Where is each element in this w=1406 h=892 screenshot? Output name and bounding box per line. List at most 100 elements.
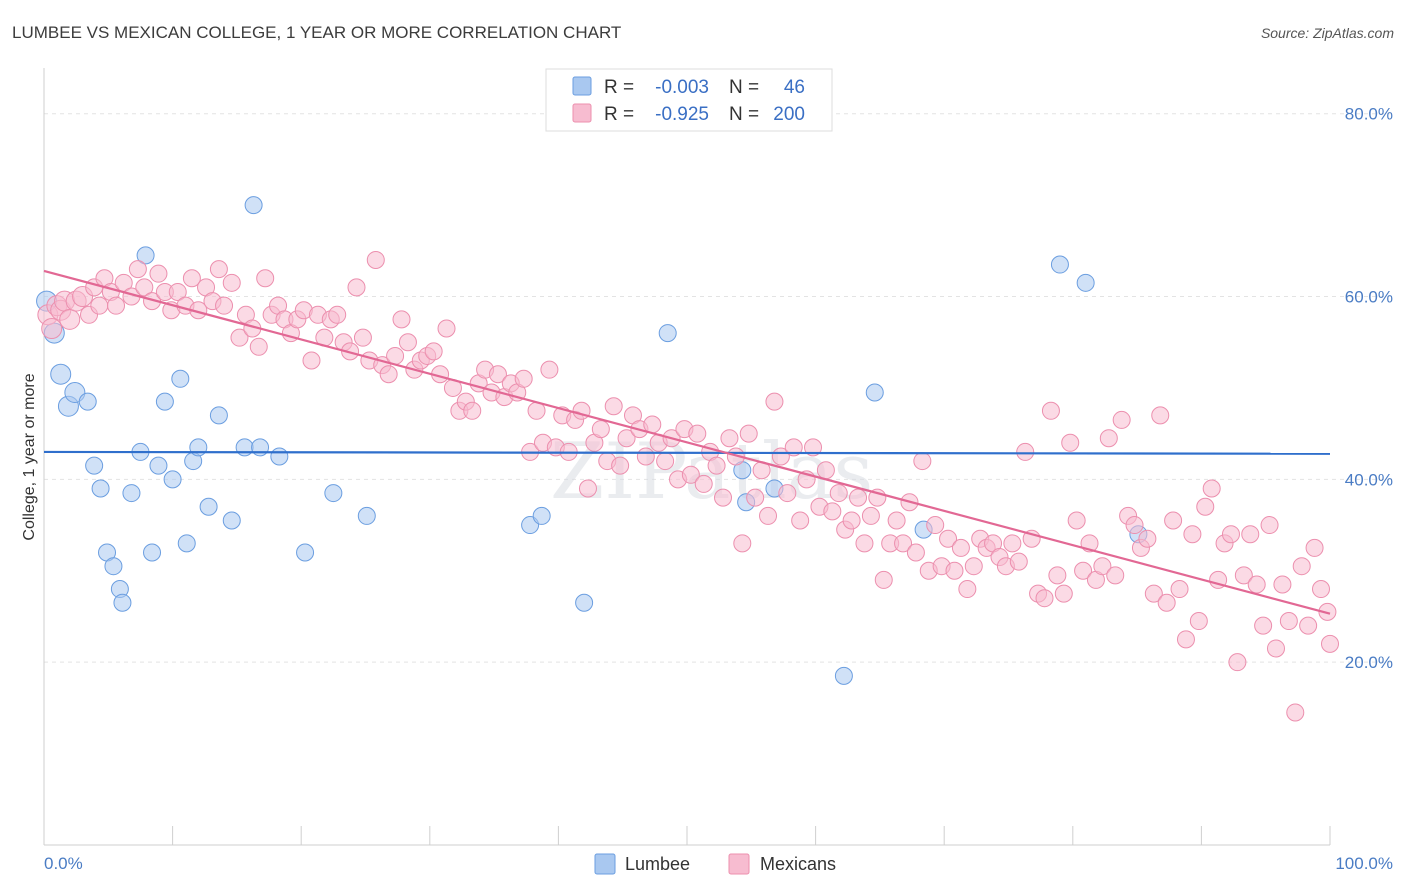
x-tick-label-min: 0.0% <box>44 854 83 873</box>
legend-swatch-mexicans <box>572 103 592 123</box>
mexicans-point <box>804 438 823 457</box>
mexicans-point <box>894 534 913 553</box>
y-tick-label: 40.0% <box>1345 470 1393 489</box>
mexicans-point <box>1035 589 1054 608</box>
lumbee-point <box>85 456 104 475</box>
lumbee-point <box>296 543 315 562</box>
mexicans-point <box>182 269 201 288</box>
mexicans-point <box>791 511 810 530</box>
mexicans-point <box>1183 525 1202 544</box>
mexicans-point <box>945 561 964 580</box>
lumbee-point <box>91 479 110 498</box>
correlation-legend: R = -0.003 N = 46 R = -0.925 N = 200 <box>545 68 833 132</box>
lumbee-point <box>357 506 376 525</box>
mexicans-point <box>855 534 874 553</box>
mexicans-point <box>1254 616 1273 635</box>
lumbee-point <box>78 392 97 411</box>
y-tick-labels: 20.0% 40.0% 60.0% 80.0% <box>1345 105 1393 672</box>
mexicans-point <box>1138 529 1157 548</box>
source-label: Source: ZipAtlas.com <box>1261 25 1394 41</box>
y-tick-label: 20.0% <box>1345 653 1393 672</box>
lumbee-point <box>143 543 162 562</box>
x-tick-label-max: 100.0% <box>1335 854 1393 873</box>
mexicans-point <box>1321 634 1339 653</box>
lumbee-point <box>155 392 174 411</box>
bottom-legend-label-lumbee: Lumbee <box>625 854 690 874</box>
mexicans-point <box>1009 552 1028 571</box>
mexicans-point <box>1106 566 1125 585</box>
mexicans-point <box>694 474 713 493</box>
lumbee-point <box>163 470 182 489</box>
lumbee-point <box>149 456 168 475</box>
lumbee-point <box>1076 273 1095 292</box>
mexicans-point <box>149 264 168 283</box>
lumbee-point <box>575 593 594 612</box>
mexicans-point <box>829 484 848 503</box>
mexicans-point <box>1260 516 1279 535</box>
mexicans-point <box>1041 401 1060 420</box>
mexicans-point <box>1247 575 1266 594</box>
lumbee-point <box>50 363 72 385</box>
lumbee-point <box>532 506 551 525</box>
lumbee-point <box>177 534 196 553</box>
mexicans-point <box>1067 511 1086 530</box>
mexicans-point <box>1266 639 1285 658</box>
mexicans-point <box>842 511 861 530</box>
mexicans-point <box>636 447 655 466</box>
mexicans-point <box>463 401 482 420</box>
mexicans-point <box>1176 630 1195 649</box>
mexicans-point <box>256 269 275 288</box>
chart-title: LUMBEE VS MEXICAN COLLEGE, 1 YEAR OR MOR… <box>12 23 621 42</box>
mexicans-point <box>1202 479 1221 498</box>
legend-n-label-lumbee: N = <box>729 77 759 98</box>
mexicans-point <box>1170 580 1189 599</box>
mexicans-point <box>1164 511 1183 530</box>
mexicans-point <box>714 488 733 507</box>
mexicans-point <box>1292 557 1311 576</box>
mexicans-point <box>1151 406 1170 425</box>
lumbee-point <box>199 497 218 516</box>
mexicans-point <box>1234 566 1253 585</box>
y-tick-label: 60.0% <box>1345 288 1393 307</box>
lumbee-point <box>104 557 123 576</box>
mexicans-point <box>1093 557 1112 576</box>
y-axis-title: College, 1 year or more <box>21 373 38 540</box>
mexicans-point <box>849 488 868 507</box>
mexicans-point <box>1311 580 1330 599</box>
mexicans-point <box>128 260 147 279</box>
mexicans-point <box>861 506 880 525</box>
mexicans-point <box>366 250 385 269</box>
mexicans-point <box>1189 612 1208 631</box>
x-tick-marks <box>43 826 1331 845</box>
legend-swatch-lumbee <box>572 76 592 96</box>
mexicans-point <box>778 484 797 503</box>
lumbee-point <box>865 383 884 402</box>
mexicans-point <box>939 529 958 548</box>
mexicans-point <box>135 278 154 297</box>
mexicans-point <box>604 397 623 416</box>
mexicans-point <box>168 282 187 301</box>
legend-r-label-mexicans: R = <box>604 104 634 125</box>
mexicans-point <box>1125 516 1144 535</box>
trendlines <box>43 269 1331 615</box>
mexicans-point <box>688 424 707 443</box>
lumbee-point <box>244 196 263 215</box>
mexicans-point <box>249 337 268 356</box>
mexicans-point <box>1221 525 1240 544</box>
mexicans-point <box>874 570 893 589</box>
lumbee-point <box>171 369 190 388</box>
bottom-legend-label-mexicans: Mexicans <box>760 854 836 874</box>
mexicans-point <box>209 260 228 279</box>
mexicans-point <box>765 392 784 411</box>
lumbee-trendline <box>43 450 1331 455</box>
y-tick-label: 80.0% <box>1345 105 1393 124</box>
mexicans-point <box>222 273 241 292</box>
mexicans-point <box>514 369 533 388</box>
mexicans-point <box>1074 561 1093 580</box>
mexicans-point <box>1299 616 1318 635</box>
mexicans-point <box>759 506 778 525</box>
lumbee-point <box>1050 255 1069 274</box>
lumbee-point <box>324 484 343 503</box>
mexicans-point <box>424 342 443 361</box>
